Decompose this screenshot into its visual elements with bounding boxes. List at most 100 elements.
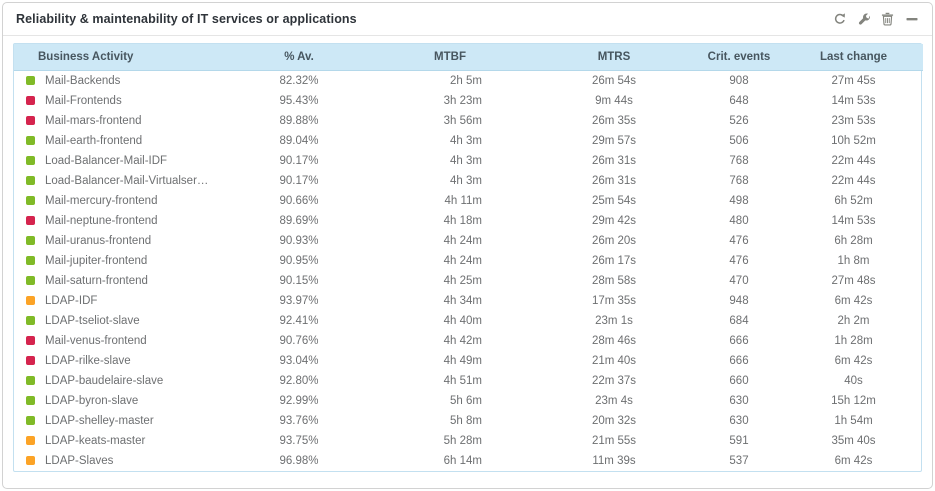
mtbf-value: 4h 3m	[450, 175, 482, 187]
business-activity-cell: Mail-uranus-frontend	[14, 231, 214, 251]
mtrs-value: 23m 1s	[595, 315, 633, 327]
crit-events-value: 948	[729, 295, 749, 307]
availability-value: 92.99%	[279, 395, 319, 407]
status-indicator-icon	[26, 76, 35, 85]
business-activity-name: Load-Balancer-Mail-Virtualservice	[45, 175, 214, 187]
last-change-value: 35m 40s	[831, 435, 876, 447]
last-change-value: 2h 2m	[837, 315, 870, 327]
last-change-value: 22m 44s	[831, 175, 876, 187]
table-row: Load-Balancer-Mail-Virtualservice 90.17%…	[14, 171, 923, 191]
business-activity-name: LDAP-shelley-master	[45, 415, 154, 427]
table-row: LDAP-byron-slave 92.99% 5h 6m 23m 4s 630…	[14, 391, 923, 411]
table-row: Mail-mercury-frontend 90.66% 4h 11m 25m …	[14, 191, 923, 211]
business-activity-name: Mail-uranus-frontend	[45, 235, 152, 247]
availability-value: 89.69%	[279, 215, 319, 227]
mtrs-value: 26m 20s	[591, 235, 637, 247]
availability-value: 90.95%	[279, 255, 319, 267]
business-activity-name: Mail-saturn-frontend	[45, 275, 148, 287]
business-activity-cell: LDAP-IDF	[14, 291, 214, 311]
availability-value: 90.17%	[279, 175, 319, 187]
crit-events-value: 480	[729, 215, 749, 227]
mtbf-value: 5h 6m	[450, 395, 482, 407]
crit-events-value: 768	[729, 155, 749, 167]
availability-value: 89.88%	[279, 115, 319, 127]
mtbf-value: 2h 5m	[450, 75, 482, 87]
collapse-icon[interactable]	[904, 12, 919, 27]
mtrs-value: 29m 42s	[591, 215, 637, 227]
table-body: Mail-Backends 82.32% 2h 5m 26m 54s 908 2…	[14, 71, 923, 472]
last-change-value: 40s	[844, 375, 863, 387]
availability-value: 90.15%	[279, 275, 319, 287]
status-indicator-icon	[26, 276, 35, 285]
crit-events-value: 684	[729, 315, 749, 327]
last-change-value: 10h 52m	[831, 135, 876, 147]
status-indicator-icon	[26, 376, 35, 385]
status-indicator-icon	[26, 336, 35, 345]
last-change-value: 1h 8m	[837, 255, 870, 267]
availability-value: 93.04%	[279, 355, 319, 367]
wrench-icon[interactable]	[856, 12, 871, 27]
last-change-value: 22m 44s	[831, 155, 876, 167]
crit-events-value: 630	[729, 415, 749, 427]
mtrs-value: 17m 35s	[591, 295, 637, 307]
crit-events-value: 537	[729, 455, 749, 467]
mtbf-value: 4h 3m	[450, 155, 482, 167]
last-change-value: 6m 42s	[834, 355, 873, 367]
status-indicator-icon	[26, 96, 35, 105]
business-activity-cell: LDAP-baudelaire-slave	[14, 371, 214, 391]
crit-events-value: 470	[729, 275, 749, 287]
table-row: Mail-neptune-frontend 89.69% 4h 18m 29m …	[14, 211, 923, 231]
mtrs-value: 21m 40s	[591, 355, 637, 367]
status-indicator-icon	[26, 116, 35, 125]
mtbf-value: 4h 3m	[450, 135, 482, 147]
mtrs-value: 9m 44s	[595, 95, 633, 107]
mtrs-value: 28m 46s	[591, 335, 637, 347]
mtbf-value: 4h 34m	[443, 295, 482, 307]
business-activity-name: Mail-mars-frontend	[45, 115, 142, 127]
status-indicator-icon	[26, 136, 35, 145]
business-activity-cell: Load-Balancer-Mail-IDF	[14, 151, 214, 171]
crit-events-value: 476	[729, 255, 749, 267]
table-row: LDAP-rilke-slave 93.04% 4h 49m 21m 40s 6…	[14, 351, 923, 371]
business-activity-name: LDAP-baudelaire-slave	[45, 375, 164, 387]
availability-value: 93.75%	[279, 435, 319, 447]
mtrs-value: 26m 31s	[591, 155, 637, 167]
status-indicator-icon	[26, 316, 35, 325]
status-indicator-icon	[26, 416, 35, 425]
mtrs-value: 26m 17s	[591, 255, 637, 267]
mtbf-value: 4h 25m	[443, 275, 482, 287]
last-change-value: 1h 28m	[834, 335, 873, 347]
business-activity-name: Mail-jupiter-frontend	[45, 255, 148, 267]
column-header-mtbf: MTBF	[384, 44, 534, 71]
crit-events-value: 498	[729, 195, 749, 207]
availability-value: 93.76%	[279, 415, 319, 427]
last-change-value: 23m 53s	[831, 115, 876, 127]
refresh-icon[interactable]	[832, 12, 847, 27]
column-header-crit-events: Crit. events	[694, 44, 784, 71]
trash-icon[interactable]	[880, 12, 895, 27]
column-header-last-change: Last change	[784, 44, 923, 71]
mtbf-value: 4h 40m	[443, 315, 482, 327]
business-activity-name: LDAP-Slaves	[45, 455, 114, 467]
widget-toolbar	[832, 12, 919, 27]
table-row: Mail-jupiter-frontend 90.95% 4h 24m 26m …	[14, 251, 923, 271]
table-row: LDAP-tseliot-slave 92.41% 4h 40m 23m 1s …	[14, 311, 923, 331]
mtbf-value: 4h 24m	[443, 235, 482, 247]
mtrs-value: 20m 32s	[591, 415, 637, 427]
table-row: Mail-saturn-frontend 90.15% 4h 25m 28m 5…	[14, 271, 923, 291]
availability-value: 90.76%	[279, 335, 319, 347]
status-indicator-icon	[26, 436, 35, 445]
business-activity-cell: Mail-venus-frontend	[14, 331, 214, 351]
widget-header: Reliability & maintenability of IT servi…	[3, 3, 932, 36]
availability-value: 95.43%	[279, 95, 319, 107]
crit-events-value: 908	[729, 75, 749, 87]
status-indicator-icon	[26, 356, 35, 365]
business-activity-name: Mail-Frontends	[45, 95, 122, 107]
business-activity-cell: Mail-earth-frontend	[14, 131, 214, 151]
crit-events-value: 666	[729, 335, 749, 347]
status-indicator-icon	[26, 176, 35, 185]
table-row: LDAP-Slaves 96.98% 6h 14m 11m 39s 537 6m…	[14, 451, 923, 471]
mtrs-value: 26m 54s	[591, 75, 637, 87]
last-change-value: 27m 48s	[831, 275, 876, 287]
